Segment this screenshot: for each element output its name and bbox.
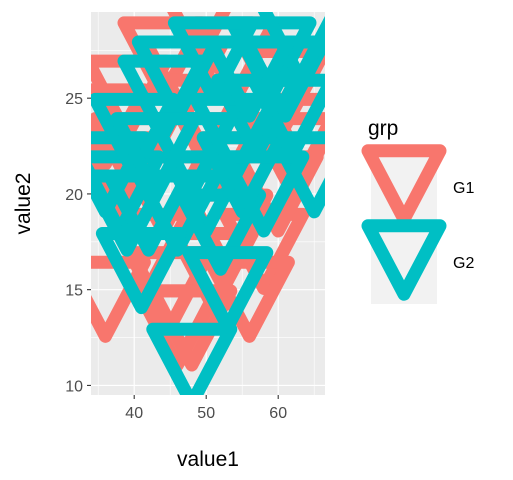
legend-key-g2 [361,219,447,301]
data-point-g2 [247,73,325,161]
x-tick-label: 60 [269,405,287,422]
y-tick-label: 25 [65,91,83,108]
data-point-g2 [95,226,187,315]
legend-title: grp [368,117,398,140]
data-point-g2 [110,112,202,200]
data-point-g2 [91,169,173,257]
data-point-g2 [91,92,180,181]
y-tick-label: 20 [65,187,83,204]
x-ticks: 40 50 60 [125,395,287,422]
data-point-g2 [182,246,274,334]
data-points [91,12,325,395]
y-tick-label: 10 [65,378,83,395]
x-tick-label: 40 [125,405,143,422]
data-point-g1 [91,255,151,343]
data-point-g1 [203,255,295,343]
legend-label-g1: G1 [453,180,474,197]
data-point-g2 [203,35,295,123]
data-point-g2 [146,322,238,395]
legend-key-g1 [361,144,447,226]
legend: grp G1 G2 [361,117,474,304]
x-tick-label: 50 [197,405,215,422]
y-axis-title: value2 [12,173,35,235]
data-point-g2 [131,169,223,257]
data-point-g2 [167,16,259,104]
y-ticks: 10 15 20 25 [65,91,91,395]
y-tick-label: 15 [65,283,83,300]
data-point-g2 [218,150,310,238]
legend-label-g2: G2 [453,255,474,272]
x-axis-title: value1 [177,448,239,471]
data-point-g2 [175,188,267,276]
